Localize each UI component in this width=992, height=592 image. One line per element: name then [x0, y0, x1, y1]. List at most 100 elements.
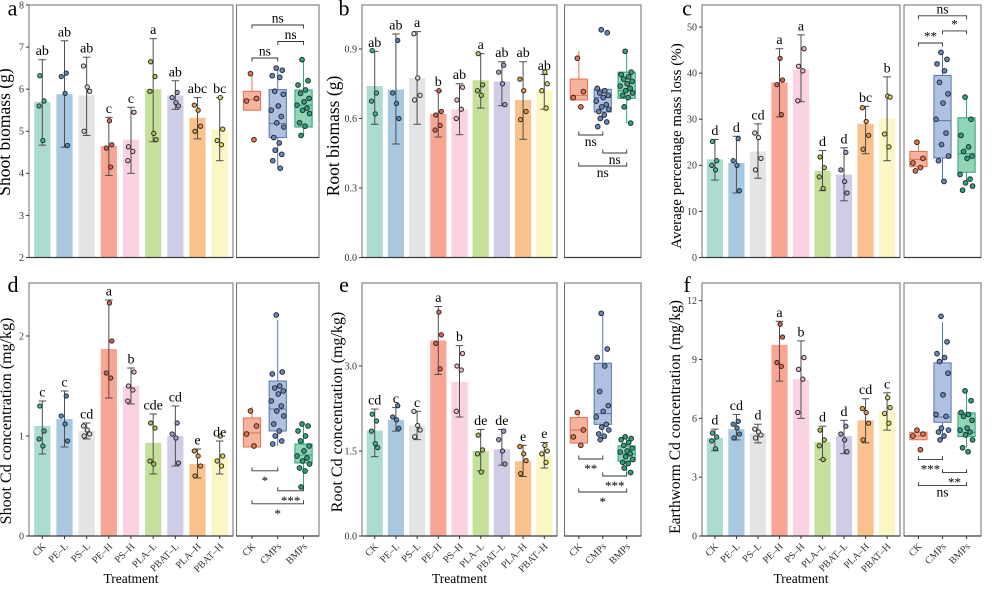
svg-text:9: 9 [692, 355, 697, 366]
svg-text:**: ** [584, 461, 597, 476]
svg-text:cd: cd [751, 108, 764, 123]
svg-text:a: a [478, 38, 485, 53]
svg-text:ns: ns [285, 27, 297, 42]
svg-text:ab: ab [453, 68, 466, 83]
svg-text:b: b [435, 75, 442, 90]
svg-text:e: e [339, 272, 349, 297]
svg-text:Root biomass (g): Root biomass (g) [323, 76, 343, 197]
svg-text:d: d [755, 409, 762, 424]
svg-text:0: 0 [19, 531, 24, 542]
svg-text:de: de [213, 426, 226, 441]
svg-text:4: 4 [19, 169, 24, 180]
svg-text:a: a [776, 306, 783, 321]
svg-text:Shoot Cd concentration (mg/kg): Shoot Cd concentration (mg/kg) [0, 318, 15, 525]
svg-text:b: b [798, 325, 805, 340]
svg-text:***: *** [281, 493, 301, 508]
svg-text:ns: ns [272, 11, 284, 26]
svg-text:1: 1 [19, 431, 24, 442]
svg-text:ab: ab [516, 46, 529, 61]
svg-text:d: d [819, 411, 826, 426]
svg-text:8: 8 [19, 0, 24, 11]
svg-text:ns: ns [597, 165, 609, 180]
svg-text:d: d [819, 135, 826, 150]
svg-text:a: a [435, 291, 442, 306]
svg-text:**: ** [948, 475, 961, 490]
svg-text:b: b [339, 0, 350, 21]
svg-text:*: * [951, 16, 958, 31]
svg-text:0.3: 0.3 [345, 183, 358, 194]
svg-text:a: a [414, 16, 421, 31]
svg-text:e: e [520, 430, 526, 445]
svg-text:c: c [128, 92, 134, 107]
svg-text:cd: cd [80, 408, 93, 423]
svg-text:a: a [106, 285, 113, 300]
svg-text:12: 12 [687, 296, 697, 307]
svg-text:30: 30 [687, 115, 697, 126]
svg-text:ab: ab [389, 18, 402, 33]
svg-text:c: c [39, 386, 45, 401]
svg-text:Treatment: Treatment [104, 571, 159, 586]
svg-text:Average percentage mass loss (: Average percentage mass loss (%) [669, 43, 685, 248]
svg-text:*: * [600, 494, 607, 509]
svg-text:3: 3 [19, 211, 24, 222]
svg-text:ns: ns [585, 134, 597, 149]
svg-text:Treatment: Treatment [774, 571, 829, 586]
svg-text:cd: cd [169, 391, 182, 406]
svg-text:c: c [682, 0, 692, 21]
svg-text:abc: abc [188, 82, 207, 97]
svg-text:50: 50 [687, 22, 697, 33]
svg-text:ns: ns [936, 485, 948, 500]
svg-text:Treatment: Treatment [432, 571, 487, 586]
svg-text:d: d [711, 414, 718, 429]
svg-text:3.0: 3.0 [345, 361, 358, 372]
svg-text:a: a [798, 19, 805, 34]
svg-text:c: c [414, 396, 420, 411]
svg-text:de: de [474, 414, 487, 429]
svg-text:ab: ab [495, 46, 508, 61]
svg-text:20: 20 [687, 161, 697, 172]
svg-text:6: 6 [19, 85, 24, 96]
svg-text:e: e [541, 427, 547, 442]
svg-text:b: b [884, 61, 891, 76]
svg-text:2: 2 [19, 253, 24, 264]
svg-text:c: c [884, 377, 890, 392]
svg-text:c: c [393, 392, 399, 407]
svg-text:d: d [711, 124, 718, 139]
svg-text:ab: ab [80, 42, 93, 57]
svg-text:0.0: 0.0 [345, 253, 358, 264]
svg-text:***: *** [921, 462, 941, 477]
svg-text:cd: cd [859, 383, 872, 398]
svg-text:10: 10 [687, 207, 697, 218]
svg-text:ns: ns [609, 152, 621, 167]
svg-text:1.5: 1.5 [345, 446, 358, 457]
svg-text:d: d [8, 272, 19, 297]
svg-text:Root Cd concentration (mg/kg): Root Cd concentration (mg/kg) [329, 312, 346, 512]
svg-text:*: * [262, 473, 269, 488]
svg-text:5: 5 [19, 127, 24, 138]
svg-text:ab: ab [538, 59, 551, 74]
svg-text:d: d [733, 121, 740, 136]
svg-text:ab: ab [169, 65, 182, 80]
svg-text:a: a [150, 23, 157, 38]
svg-text:Shoot biomass (g): Shoot biomass (g) [0, 68, 14, 196]
svg-text:6: 6 [692, 414, 697, 425]
svg-text:de: de [495, 414, 508, 429]
svg-text:d: d [841, 405, 848, 420]
svg-text:*: * [275, 506, 282, 521]
svg-text:7: 7 [19, 43, 24, 54]
svg-text:0.6: 0.6 [345, 114, 358, 125]
svg-text:bc: bc [859, 91, 872, 106]
svg-text:a: a [8, 0, 18, 21]
svg-text:3: 3 [692, 473, 697, 484]
svg-text:ab: ab [58, 25, 71, 40]
svg-text:ns: ns [259, 44, 271, 59]
svg-text:ab: ab [36, 44, 49, 59]
svg-text:c: c [106, 102, 112, 117]
svg-text:2: 2 [19, 331, 24, 342]
svg-text:d: d [841, 132, 848, 147]
svg-text:ab: ab [368, 36, 381, 51]
svg-text:Earthworm Cd concentration (mg: Earthworm Cd concentration (mg/kg) [667, 300, 684, 534]
svg-text:cd: cd [730, 399, 743, 414]
svg-text:b: b [128, 353, 135, 368]
svg-text:a: a [776, 33, 783, 48]
